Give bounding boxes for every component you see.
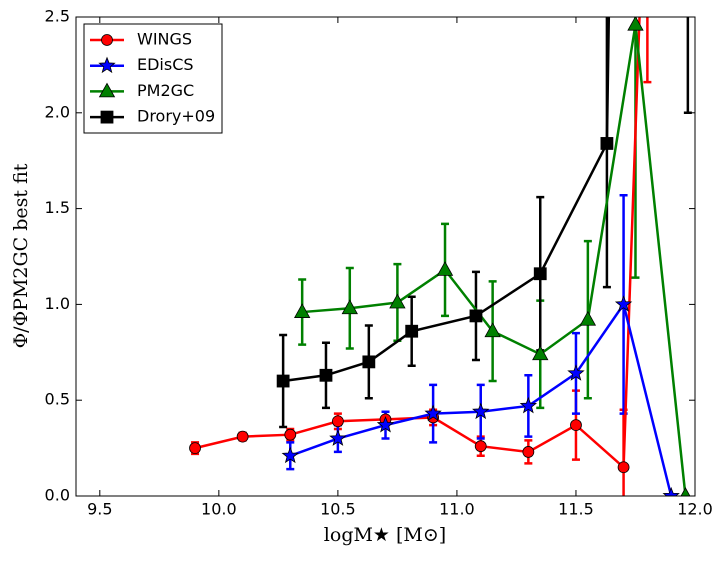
legend-label: WINGS bbox=[137, 30, 192, 49]
y-tick-label: 0.0 bbox=[45, 486, 70, 505]
marker bbox=[281, 446, 299, 464]
x-axis-label: logM★ [M⊙] bbox=[324, 524, 446, 546]
y-tick-label: 2.0 bbox=[45, 102, 70, 121]
marker bbox=[436, 261, 454, 276]
marker bbox=[98, 82, 116, 98]
marker bbox=[101, 34, 113, 46]
x-tick-label: 11.0 bbox=[439, 500, 475, 519]
marker bbox=[567, 364, 585, 381]
marker bbox=[469, 309, 483, 323]
legend-label: Drory+09 bbox=[137, 107, 215, 126]
error-bar bbox=[643, 17, 652, 84]
marker bbox=[362, 355, 376, 369]
legend-label: EDisCS bbox=[137, 55, 194, 74]
marker bbox=[472, 402, 490, 420]
legend-label: PM2GC bbox=[137, 81, 194, 100]
marker bbox=[293, 303, 311, 318]
series-line bbox=[282, 17, 611, 383]
marker bbox=[319, 368, 333, 382]
y-tick-label: 0.5 bbox=[45, 390, 70, 409]
marker bbox=[329, 429, 347, 446]
x-tick-label: 10.0 bbox=[201, 500, 237, 519]
x-tick-label: 11.5 bbox=[558, 500, 594, 519]
marker bbox=[405, 324, 419, 338]
x-tick-label: 10.5 bbox=[320, 500, 356, 519]
marker bbox=[680, 487, 691, 496]
marker bbox=[570, 419, 582, 432]
marker bbox=[284, 428, 297, 441]
marker bbox=[617, 461, 630, 474]
y-axis-label: Φ/ΦPM2GC best fit bbox=[10, 163, 32, 348]
marker bbox=[389, 293, 406, 309]
marker bbox=[276, 374, 290, 388]
marker bbox=[484, 322, 501, 338]
marker bbox=[376, 415, 395, 433]
marker bbox=[579, 310, 597, 326]
marker bbox=[424, 404, 442, 421]
marker bbox=[532, 345, 549, 361]
marker bbox=[662, 486, 680, 496]
marker bbox=[519, 396, 538, 414]
marker bbox=[236, 430, 249, 443]
marker bbox=[522, 446, 535, 458]
y-tick-label: 1.0 bbox=[45, 294, 70, 313]
x-tick-label: 9.5 bbox=[87, 500, 112, 519]
marker bbox=[627, 17, 644, 31]
y-tick-label: 1.5 bbox=[45, 198, 70, 217]
marker bbox=[100, 110, 114, 124]
marker bbox=[341, 299, 358, 315]
marker bbox=[189, 442, 201, 455]
marker bbox=[600, 137, 614, 150]
x-tick-label: 12.0 bbox=[677, 500, 713, 519]
y-tick-label: 2.5 bbox=[45, 7, 70, 26]
data-layer bbox=[189, 17, 692, 496]
legend: WINGS EDisCS PM2GC Drory+09 bbox=[83, 23, 223, 134]
marker bbox=[331, 415, 344, 428]
marker bbox=[474, 440, 487, 453]
marker bbox=[614, 295, 633, 312]
plot-frame bbox=[75, 16, 696, 497]
marker bbox=[98, 56, 116, 74]
marker bbox=[533, 267, 547, 281]
